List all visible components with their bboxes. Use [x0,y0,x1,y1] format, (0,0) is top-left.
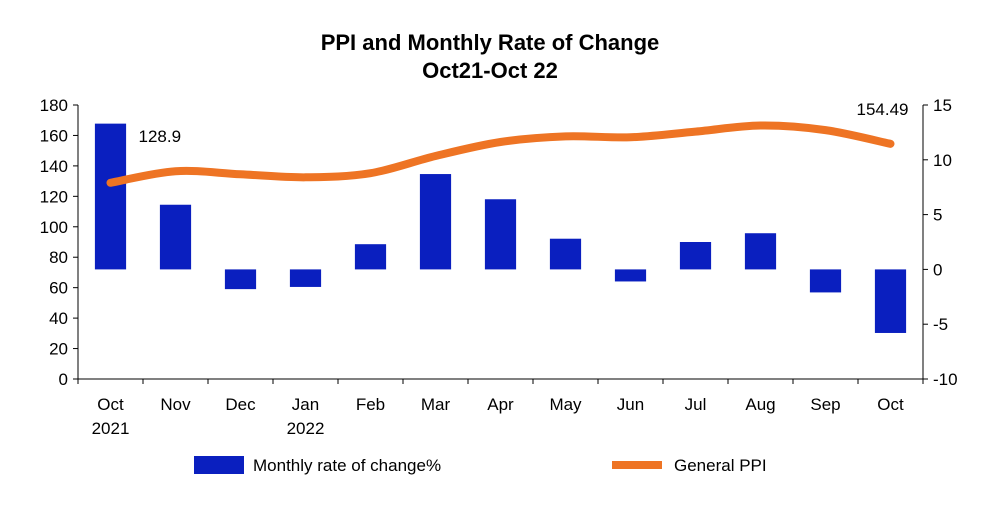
right-tick-label: 5 [933,206,942,225]
ppi-point [825,129,826,131]
right-tick-label: -5 [933,315,948,334]
left-tick-label: 140 [40,157,68,176]
x-tick-label: Oct [877,395,904,414]
right-tick-label: -10 [933,370,958,389]
x-tick-label: Apr [487,395,514,414]
ppi-point [370,172,371,174]
bar [224,269,257,290]
legend: Monthly rate of change% General PPI [194,456,767,475]
x-tick-label: Jul [685,395,707,414]
left-tick-label: 180 [40,96,68,115]
bar [744,233,777,270]
bar [614,269,647,282]
chart-title: PPI and Monthly Rate of Change [321,30,660,55]
bar [354,244,387,270]
bar [874,269,907,333]
left-axis-ticks: 0 20 40 60 80 100 120 140 160 180 [40,96,78,389]
left-tick-label: 100 [40,218,68,237]
x-tick-label: Feb [356,395,385,414]
ppi-point [695,131,696,133]
x-tick-label: Mar [421,395,451,414]
x-tick-label: Nov [160,395,191,414]
ppi-point [760,125,761,127]
x-tick-label: Aug [745,395,775,414]
annotations: 128.9 154.49 [139,100,909,146]
ppi-point [305,176,306,178]
bar [484,199,517,270]
bar [549,238,582,270]
x-axis-ticks: Oct 2021 Nov Dec Jan 2022 Feb Mar Apr May Jun Jul Au… [77,379,924,438]
x-tick-label: May [549,395,582,414]
left-tick-label: 60 [49,279,68,298]
right-axis-ticks: -10 -5 0 5 10 15 [923,96,958,389]
right-tick-label: 15 [933,96,952,115]
x-tick-label: Dec [225,395,256,414]
left-tick-label: 40 [49,309,68,328]
bar [159,204,192,270]
left-tick-label: 20 [49,340,68,359]
left-tick-label: 0 [59,370,68,389]
x-tick-label: Sep [810,395,840,414]
ppi-point [500,141,501,143]
left-tick-label: 120 [40,187,68,206]
ppi-point [890,143,891,145]
data-label: 128.9 [139,127,182,146]
bar [419,174,452,270]
bar [289,269,322,287]
right-tick-label: 10 [933,151,952,170]
bar-series [94,123,907,333]
ppi-point [110,182,111,184]
ppi-point [565,135,566,137]
line-series [106,121,895,187]
x-tick-label: Jun [617,395,644,414]
chart-subtitle: Oct21-Oct 22 [422,58,558,83]
right-tick-label: 0 [933,260,942,279]
left-tick-label: 160 [40,126,68,145]
ppi-point [240,173,241,175]
bar [94,123,127,270]
ppi-point [175,170,176,172]
legend-swatch-bars [194,456,244,474]
x-tick-label: Oct [97,395,124,414]
ppi-point [435,155,436,157]
bar [679,242,712,270]
left-tick-label: 80 [49,248,68,267]
x-tick-year-label: 2022 [287,419,325,438]
legend-label-bars: Monthly rate of change% [253,456,441,475]
ppi-point [630,136,631,138]
x-tick-label: Jan [292,395,319,414]
legend-label-line: General PPI [674,456,767,475]
x-tick-year-label: 2021 [92,419,130,438]
data-label: 154.49 [857,100,909,119]
ppi-line [106,121,895,187]
bar [809,269,842,293]
